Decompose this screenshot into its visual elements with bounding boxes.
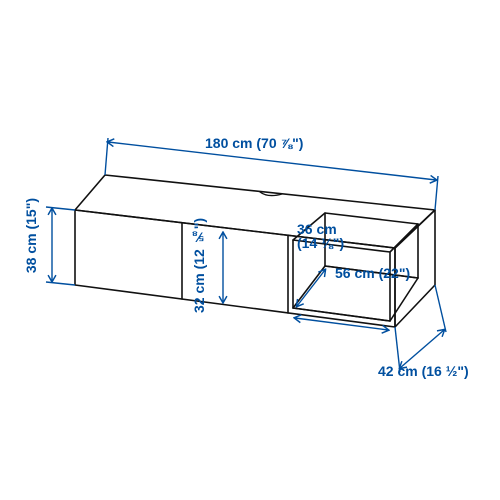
dim-width-label: 180 cm (70 ⅞") [205,136,303,150]
cabinet-outline [75,175,435,327]
dim-height-label: 38 cm (15") [24,198,38,273]
dim-inner-width-label: 56 cm (22") [335,266,410,280]
dimension-lines [46,138,446,372]
dim-inner-depth-label: 36 cm (14 ⅛") [297,222,344,250]
dim-inner-height-label: 32 cm (12 ⅝") [192,218,206,313]
dimension-diagram [0,0,500,500]
dim-depth-label: 42 cm (16 ½") [378,364,469,378]
